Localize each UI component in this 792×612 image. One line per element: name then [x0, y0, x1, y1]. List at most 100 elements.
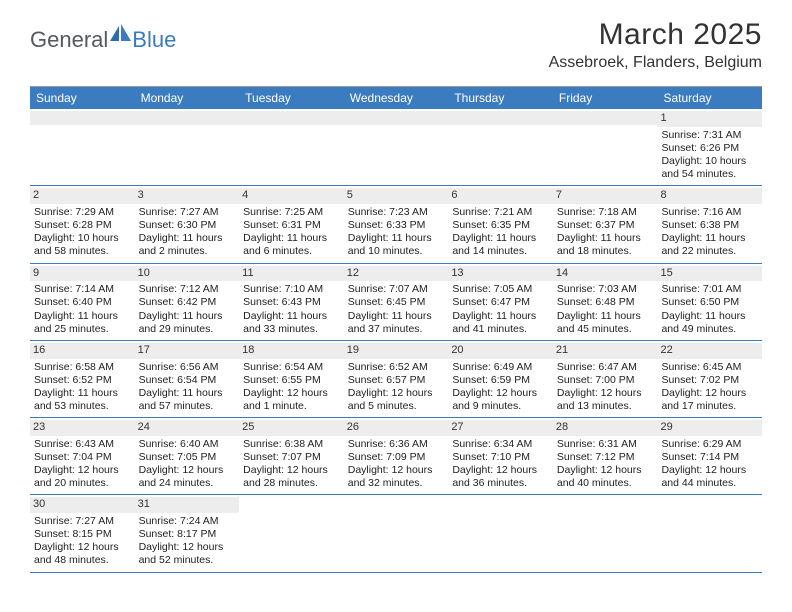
sunset-text: Sunset: 7:04 PM — [34, 451, 131, 464]
sunrise-text: Sunrise: 6:40 AM — [139, 438, 236, 451]
day-cell — [344, 109, 449, 185]
daylight-text: Daylight: 12 hours and 5 minutes. — [348, 387, 445, 413]
dow-monday: Monday — [135, 87, 240, 109]
day-cell: 20Sunrise: 6:49 AMSunset: 6:59 PMDayligh… — [448, 341, 553, 417]
sunset-text: Sunset: 6:42 PM — [139, 296, 236, 309]
sunset-text: Sunset: 6:45 PM — [348, 296, 445, 309]
daylight-text: Daylight: 12 hours and 28 minutes. — [243, 464, 340, 490]
daylight-text: Daylight: 11 hours and 37 minutes. — [348, 310, 445, 336]
title-block: March 2025 Assebroek, Flanders, Belgium — [549, 18, 762, 72]
dow-thursday: Thursday — [448, 87, 553, 109]
day-number: 8 — [657, 188, 762, 204]
day-cell: 14Sunrise: 7:03 AMSunset: 6:48 PMDayligh… — [553, 264, 658, 340]
sunset-text: Sunset: 7:07 PM — [243, 451, 340, 464]
daylight-text: Daylight: 11 hours and 6 minutes. — [243, 232, 340, 258]
daylight-text: Daylight: 11 hours and 22 minutes. — [661, 232, 758, 258]
sunrise-text: Sunrise: 7:27 AM — [34, 515, 131, 528]
daylight-text: Daylight: 12 hours and 13 minutes. — [557, 387, 654, 413]
day-cell: 25Sunrise: 6:38 AMSunset: 7:07 PMDayligh… — [239, 418, 344, 494]
sunrise-text: Sunrise: 6:29 AM — [661, 438, 758, 451]
sunset-text: Sunset: 6:55 PM — [243, 374, 340, 387]
day-cell: 11Sunrise: 7:10 AMSunset: 6:43 PMDayligh… — [239, 264, 344, 340]
daylight-text: Daylight: 11 hours and 25 minutes. — [34, 310, 131, 336]
day-number: 7 — [553, 188, 658, 204]
dow-sunday: Sunday — [30, 87, 135, 109]
sunset-text: Sunset: 7:09 PM — [348, 451, 445, 464]
day-cell: 5Sunrise: 7:23 AMSunset: 6:33 PMDaylight… — [344, 186, 449, 262]
sunset-text: Sunset: 6:43 PM — [243, 296, 340, 309]
day-cell — [448, 109, 553, 185]
sunrise-text: Sunrise: 7:25 AM — [243, 206, 340, 219]
day-cell — [553, 109, 658, 185]
daylight-text: Daylight: 11 hours and 45 minutes. — [557, 310, 654, 336]
logo-text-blue: Blue — [132, 27, 176, 53]
sunset-text: Sunset: 7:00 PM — [557, 374, 654, 387]
sunset-text: Sunset: 6:57 PM — [348, 374, 445, 387]
day-number: 31 — [135, 497, 240, 513]
day-cell — [239, 109, 344, 185]
daylight-text: Daylight: 12 hours and 9 minutes. — [452, 387, 549, 413]
dow-wednesday: Wednesday — [344, 87, 449, 109]
day-cell: 17Sunrise: 6:56 AMSunset: 6:54 PMDayligh… — [135, 341, 240, 417]
day-number: 25 — [239, 420, 344, 436]
day-number: 3 — [135, 188, 240, 204]
sunrise-text: Sunrise: 7:10 AM — [243, 283, 340, 296]
sunset-text: Sunset: 6:31 PM — [243, 219, 340, 232]
logo: General Blue — [30, 24, 176, 55]
sunrise-text: Sunrise: 7:31 AM — [661, 129, 758, 142]
sunset-text: Sunset: 6:35 PM — [452, 219, 549, 232]
daylight-text: Daylight: 11 hours and 41 minutes. — [452, 310, 549, 336]
daylight-text: Daylight: 12 hours and 32 minutes. — [348, 464, 445, 490]
day-number: 28 — [553, 420, 658, 436]
daylight-text: Daylight: 11 hours and 57 minutes. — [139, 387, 236, 413]
blank-day-strip — [553, 111, 658, 125]
day-number: 19 — [344, 343, 449, 359]
week-row: 16Sunrise: 6:58 AMSunset: 6:52 PMDayligh… — [30, 341, 762, 418]
day-cell: 27Sunrise: 6:34 AMSunset: 7:10 PMDayligh… — [448, 418, 553, 494]
sunset-text: Sunset: 6:33 PM — [348, 219, 445, 232]
day-number: 24 — [135, 420, 240, 436]
sunrise-text: Sunrise: 6:56 AM — [139, 361, 236, 374]
day-number: 18 — [239, 343, 344, 359]
sunset-text: Sunset: 7:10 PM — [452, 451, 549, 464]
sunrise-text: Sunrise: 7:07 AM — [348, 283, 445, 296]
day-number: 30 — [30, 497, 135, 513]
daylight-text: Daylight: 11 hours and 33 minutes. — [243, 310, 340, 336]
day-number: 20 — [448, 343, 553, 359]
sunrise-text: Sunrise: 6:36 AM — [348, 438, 445, 451]
sunrise-text: Sunrise: 7:29 AM — [34, 206, 131, 219]
sunrise-text: Sunrise: 7:16 AM — [661, 206, 758, 219]
daylight-text: Daylight: 11 hours and 29 minutes. — [139, 310, 236, 336]
sunrise-text: Sunrise: 6:54 AM — [243, 361, 340, 374]
day-cell: 30Sunrise: 7:27 AMSunset: 8:15 PMDayligh… — [30, 495, 135, 571]
day-cell: 21Sunrise: 6:47 AMSunset: 7:00 PMDayligh… — [553, 341, 658, 417]
day-number: 12 — [344, 266, 449, 282]
day-cell: 1Sunrise: 7:31 AMSunset: 6:26 PMDaylight… — [657, 109, 762, 185]
week-row: 9Sunrise: 7:14 AMSunset: 6:40 PMDaylight… — [30, 264, 762, 341]
day-cell: 26Sunrise: 6:36 AMSunset: 7:09 PMDayligh… — [344, 418, 449, 494]
sunrise-text: Sunrise: 7:03 AM — [557, 283, 654, 296]
day-cell — [553, 495, 658, 571]
day-number: 27 — [448, 420, 553, 436]
day-cell — [657, 495, 762, 571]
sunrise-text: Sunrise: 7:21 AM — [452, 206, 549, 219]
dow-friday: Friday — [553, 87, 658, 109]
blank-day-strip — [448, 111, 553, 125]
blank-day-strip — [30, 111, 135, 125]
logo-text-general: General — [30, 27, 108, 53]
day-cell: 10Sunrise: 7:12 AMSunset: 6:42 PMDayligh… — [135, 264, 240, 340]
daylight-text: Daylight: 12 hours and 17 minutes. — [661, 387, 758, 413]
day-cell — [239, 495, 344, 571]
day-cell: 6Sunrise: 7:21 AMSunset: 6:35 PMDaylight… — [448, 186, 553, 262]
day-cell: 12Sunrise: 7:07 AMSunset: 6:45 PMDayligh… — [344, 264, 449, 340]
sunset-text: Sunset: 7:12 PM — [557, 451, 654, 464]
sunset-text: Sunset: 6:54 PM — [139, 374, 236, 387]
daylight-text: Daylight: 12 hours and 24 minutes. — [139, 464, 236, 490]
sunset-text: Sunset: 6:38 PM — [661, 219, 758, 232]
sunrise-text: Sunrise: 6:52 AM — [348, 361, 445, 374]
daylight-text: Daylight: 11 hours and 2 minutes. — [139, 232, 236, 258]
day-number: 15 — [657, 266, 762, 282]
day-number: 14 — [553, 266, 658, 282]
day-cell: 18Sunrise: 6:54 AMSunset: 6:55 PMDayligh… — [239, 341, 344, 417]
sunrise-text: Sunrise: 6:49 AM — [452, 361, 549, 374]
